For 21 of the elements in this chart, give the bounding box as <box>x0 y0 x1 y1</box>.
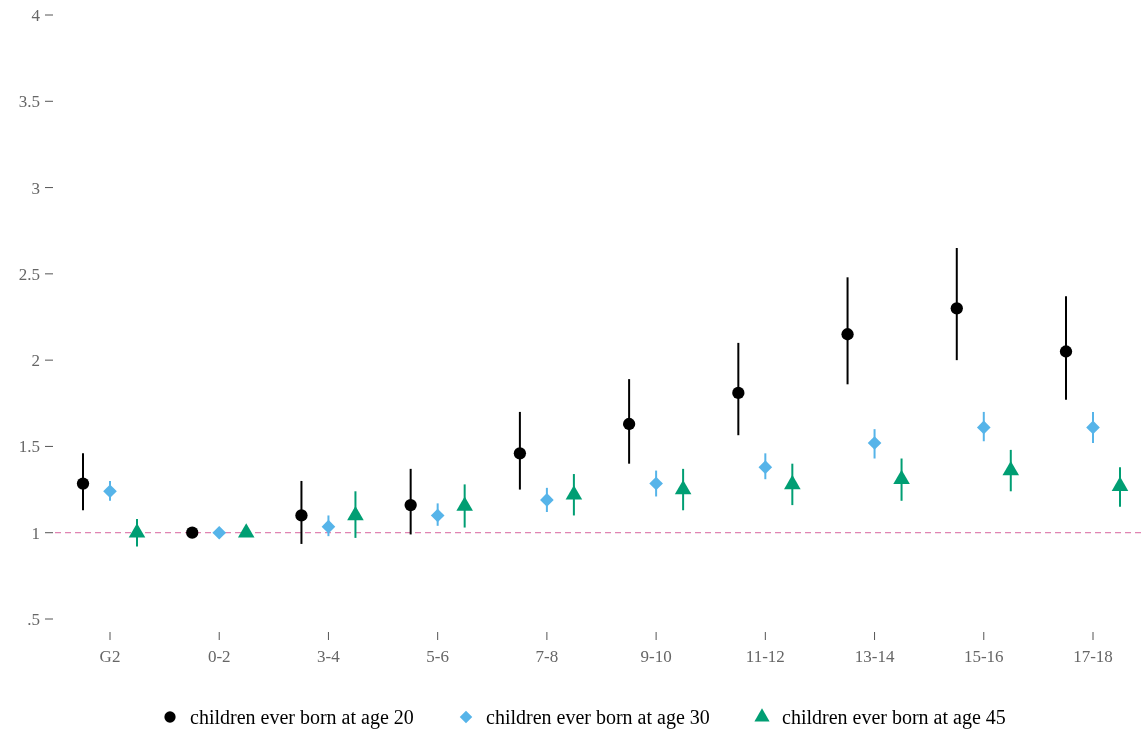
y-tick-label: 3 <box>31 178 40 198</box>
x-tick-label: 13-14 <box>854 647 895 666</box>
x-tick-label: 17-18 <box>1073 647 1113 666</box>
y-tick-label: 2.5 <box>18 264 40 284</box>
x-tick-label: 15-16 <box>963 647 1004 666</box>
y-tick-label: 4 <box>31 5 41 25</box>
x-tick-label: 11-12 <box>745 647 785 666</box>
legend-label: children ever born at age 45 <box>782 706 1006 729</box>
x-tick-label: G2 <box>99 647 121 666</box>
y-tick-label: 2 <box>31 351 40 371</box>
y-tick-label: 1.5 <box>18 437 40 457</box>
legend-label: children ever born at age 20 <box>190 706 414 729</box>
y-tick-label: .5 <box>27 609 40 629</box>
y-tick-label: 3.5 <box>18 92 40 112</box>
x-tick-label: 7-8 <box>535 647 559 666</box>
legend-label: children ever born at age 30 <box>486 706 710 729</box>
x-tick-label: 5-6 <box>426 647 449 666</box>
x-tick-label: 0-2 <box>207 647 231 666</box>
y-tick-label: 1 <box>31 523 40 543</box>
x-tick-label: 9-10 <box>640 647 672 666</box>
x-tick-label: 3-4 <box>317 647 341 666</box>
